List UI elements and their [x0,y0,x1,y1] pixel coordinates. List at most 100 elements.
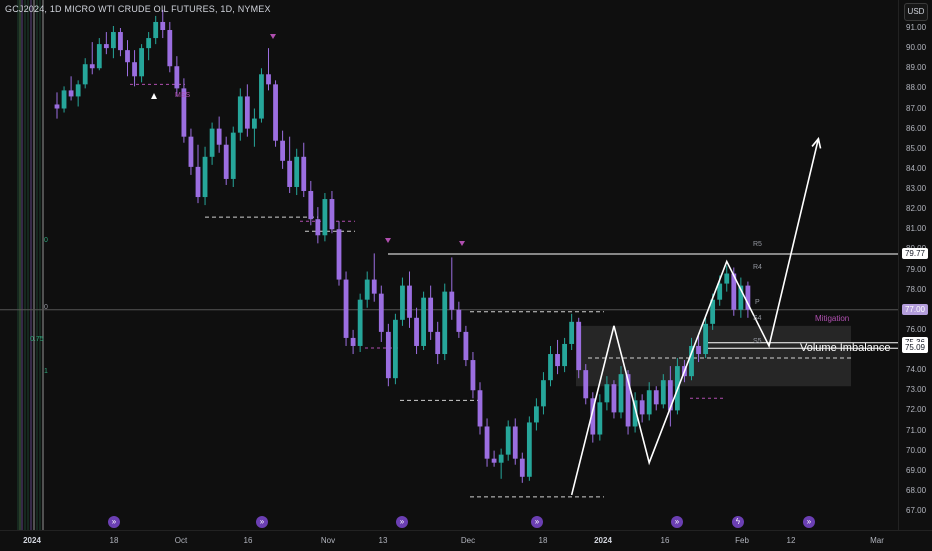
candle-body [181,88,187,137]
candle-body [343,279,349,338]
time-tick: 2024 [23,536,41,545]
candle-body [618,374,624,413]
candle-body [583,370,589,399]
indicator-label-2: 0 [44,304,48,311]
candle-body [667,380,673,411]
candle-body [717,283,723,300]
price-tick: 81.00 [906,224,927,234]
candle-body [266,74,271,85]
swing-high-marker [459,241,465,246]
time-tick: 16 [243,536,253,545]
price-tick: 73.00 [906,385,927,395]
mitigation-label: Mitigation [815,314,850,323]
candle-body [315,219,321,236]
time-tick: 13 [378,536,388,545]
price-tick: 70.00 [906,445,927,455]
candle-body [103,44,109,49]
candle-body [646,390,652,415]
chart-title: GCJ2024, 1D MICRO WTI CRUDE OIL FUTURES,… [5,4,271,14]
candle-body [111,32,116,49]
candle-body [653,390,659,405]
price-tick: 67.00 [906,506,927,515]
candle-body [696,345,701,355]
swing-low-marker [151,93,157,99]
candle-body [477,390,483,427]
volume-imbalance-label: Volume Imbalance [800,342,891,354]
price-tick: 69.00 [906,465,927,475]
time-tick: Oct [174,536,188,545]
candle-body [202,156,208,198]
candle-body [724,273,730,284]
candle-body [301,156,307,192]
price-label: 79.77 [902,248,928,259]
time-tick: 16 [660,536,670,545]
candle-body [590,398,596,435]
candle-body [244,96,250,129]
candle-body [153,21,159,39]
candle-body [96,44,102,69]
price-tick: 91.00 [906,23,927,32]
candle-body [139,48,144,77]
price-tick: 79.00 [906,264,927,274]
event-icon-5[interactable]: » [671,516,683,528]
candle-body [89,64,95,69]
candle-body [216,128,222,145]
candle-body [146,38,152,49]
time-scale[interactable] [0,530,932,551]
candle-body [68,90,74,97]
candle-body [357,299,363,346]
candle-body [745,285,751,310]
candle-body [407,285,412,318]
candle-body [428,297,434,332]
candle-body [336,229,342,280]
pivot-s4: S4 [753,315,762,322]
candle-body [75,84,81,97]
mss-label: MSS [175,92,191,99]
price-tick: 84.00 [906,163,927,173]
candle-body [639,400,645,415]
candle-body [125,50,130,63]
price-tick: 78.00 [906,284,927,294]
candle-body [541,380,546,407]
candle-body [534,406,539,423]
event-icon-6[interactable]: » [803,516,815,528]
time-tick: Nov [320,536,336,545]
event-lightning-icon[interactable]: ϟ [732,516,744,528]
candle-body [82,64,88,85]
candle-body [287,160,293,187]
time-tick: Mar [870,536,884,545]
candle-body [456,309,462,332]
candle-body [421,297,426,346]
event-icon-3[interactable]: » [396,516,408,528]
candle-body [632,400,638,427]
candle-body [237,96,243,133]
candle-body [259,74,264,119]
candle-body [660,380,666,405]
event-icon-4[interactable]: » [531,516,543,528]
candle-body [470,360,476,391]
projection-arrowhead [811,136,822,149]
price-tick: 90.00 [906,43,927,53]
currency-button[interactable]: USD [904,3,928,21]
price-tick: 71.00 [906,425,927,435]
price-scale[interactable] [898,0,932,530]
candle-body [54,104,60,109]
candle-body [294,156,300,187]
candle-body [223,144,229,179]
price-tick: 87.00 [906,103,927,113]
price-label: 77.00 [902,303,928,315]
candle-body [195,166,201,198]
time-tick: 12 [786,536,796,545]
candle-body [400,285,405,320]
candle-body [526,422,532,477]
candle-body [132,62,137,77]
event-icon-1[interactable]: » [108,516,120,528]
candle-body [562,343,567,367]
candle-body [160,21,166,31]
candle-body [703,323,708,355]
swing-high-marker [270,34,276,39]
time-tick: Dec [460,536,476,545]
event-icon-2[interactable]: » [256,516,268,528]
